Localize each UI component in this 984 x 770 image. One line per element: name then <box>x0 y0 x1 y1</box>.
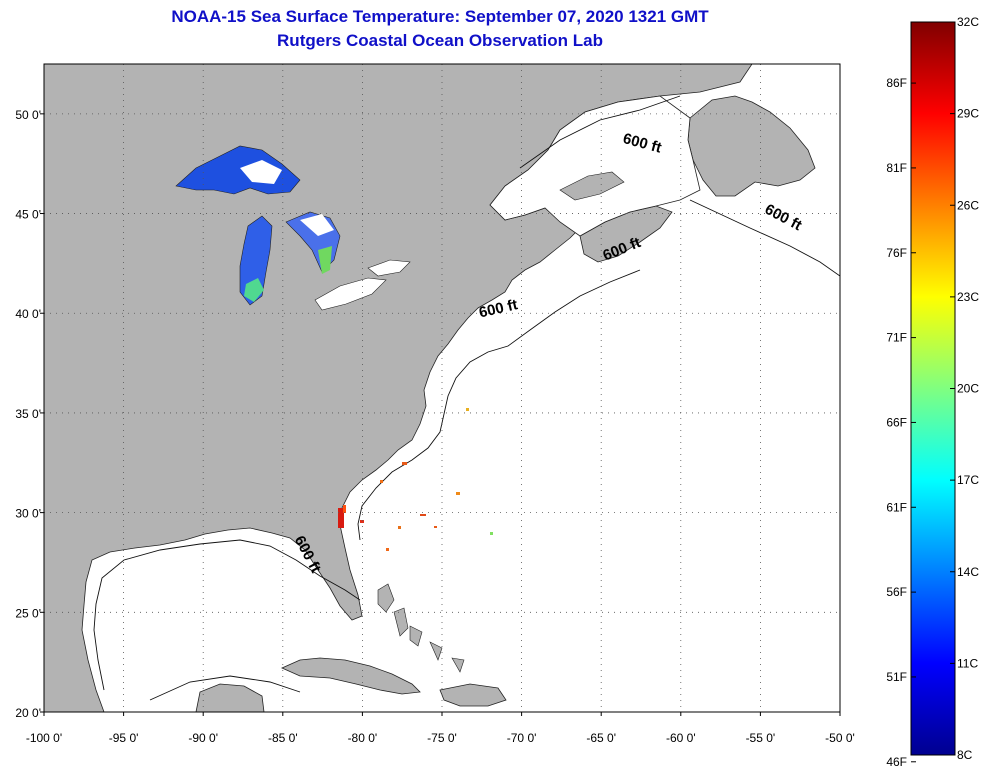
y-tick-label: 50 0' <box>15 108 41 122</box>
y-tick-label: 45 0' <box>15 208 41 222</box>
y-axis: 50 0' 45 0' 40 0' 35 0' 30 0' 25 0' 20 0' <box>15 108 44 720</box>
lake-ontario <box>367 259 411 277</box>
lake-michigan <box>239 215 273 306</box>
colorbar-fahrenheit-label: 51F <box>886 670 907 684</box>
x-tick-label: -85 0' <box>268 731 298 745</box>
map-title: NOAA-15 Sea Surface Temperature: Septemb… <box>171 7 709 26</box>
lake-michigan-warm <box>244 278 264 302</box>
colorbar-fahrenheit-label: 66F <box>886 415 907 429</box>
st-lawrence-water <box>489 95 701 237</box>
colorbar-fahrenheit-label: 46F <box>886 755 907 769</box>
map-subtitle: Rutgers Coastal Ocean Observation Lab <box>277 31 603 50</box>
lake-erie <box>314 277 387 311</box>
x-tick-label: -70 0' <box>507 731 537 745</box>
colorbar-celsius-label: 8C <box>957 748 973 762</box>
x-tick-label: -50 0' <box>825 731 855 745</box>
sst-coastal-readings <box>338 408 493 551</box>
y-tick-label: 40 0' <box>15 307 41 321</box>
colorbar-celsius-label: 32C <box>957 15 979 29</box>
x-tick-label: -90 0' <box>188 731 218 745</box>
colorbar-fahrenheit-label: 81F <box>886 161 907 175</box>
x-axis: -100 0' -95 0' -90 0' -85 0' -80 0' -75 0' -70… <box>26 712 855 745</box>
land-cuba <box>281 657 421 695</box>
y-tick-label: 20 0' <box>15 706 41 720</box>
land-bahamas <box>377 583 465 673</box>
lake-superior-cloud <box>240 160 282 184</box>
colorbar-celsius-labels: 32C 29C 26C 23C 20C 17C 14C 11C 8C <box>950 15 979 762</box>
colorbar-fahrenheit-label: 61F <box>886 500 907 514</box>
y-tick-label: 35 0' <box>15 407 41 421</box>
colorbar-celsius-label: 26C <box>957 198 979 212</box>
x-tick-label: -95 0' <box>109 731 139 745</box>
colorbar-fahrenheit-label: 56F <box>886 585 907 599</box>
land-hispaniola <box>439 683 507 707</box>
colorbar-fahrenheit-label: 76F <box>886 246 907 260</box>
lake-huron-warm <box>318 246 332 274</box>
colorbar-celsius-label: 23C <box>957 290 979 304</box>
x-tick-label: -65 0' <box>586 731 616 745</box>
colorbar-celsius-label: 20C <box>957 382 979 396</box>
colorbar-celsius-label: 14C <box>957 565 979 579</box>
colorbar <box>910 21 956 756</box>
land-newfoundland <box>687 95 816 197</box>
x-tick-label: -60 0' <box>666 731 696 745</box>
colorbar-celsius-label: 11C <box>957 656 978 670</box>
colorbar-celsius-label: 17C <box>957 473 979 487</box>
x-tick-label: -100 0' <box>26 731 62 745</box>
land-gaspe <box>559 171 625 201</box>
colorbar-celsius-label: 29C <box>957 107 979 121</box>
land-yucatan <box>195 683 265 712</box>
x-tick-label: -75 0' <box>427 731 457 745</box>
depth-contour-600ft <box>93 95 840 701</box>
colorbar-fahrenheit-labels: 86F 81F 76F 71F 66F 61F 56F 51F 46F <box>886 76 916 769</box>
y-tick-label: 25 0' <box>15 606 41 620</box>
colorbar-fahrenheit-label: 86F <box>886 76 907 90</box>
colorbar-fahrenheit-label: 71F <box>886 331 907 345</box>
lake-huron-cloud <box>300 214 334 236</box>
x-tick-label: -80 0' <box>348 731 378 745</box>
y-tick-label: 30 0' <box>15 507 41 521</box>
x-tick-label: -55 0' <box>746 731 776 745</box>
